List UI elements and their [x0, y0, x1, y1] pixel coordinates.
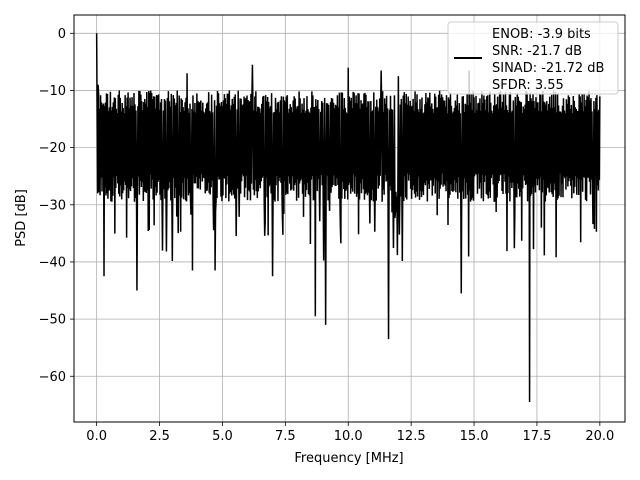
- y-tick-label: −40: [39, 255, 66, 270]
- x-tick-label: 2.5: [149, 429, 170, 444]
- psd-line: [95, 33, 601, 402]
- plot-frame: [73, 14, 626, 423]
- y-tick-label: −50: [39, 313, 66, 328]
- legend-box: [447, 21, 619, 95]
- y-axis-ticks: 0 −10 −20 −30 −40 −50 −60: [39, 27, 74, 385]
- y-axis-label: PSD [dB]: [14, 189, 29, 247]
- y-tick-label: −20: [39, 141, 66, 156]
- y-tick-label: −60: [39, 370, 66, 385]
- x-tick-label: 15.0: [460, 429, 489, 444]
- x-tick-label: 0.0: [86, 429, 107, 444]
- x-tick-label: 20.0: [585, 429, 614, 444]
- legend-text-sinad: SINAD: -21.72 dB: [492, 61, 604, 76]
- x-tick-label: 12.5: [397, 429, 426, 444]
- x-axis-label: Frequency [MHz]: [294, 451, 403, 466]
- y-tick-label: −10: [39, 84, 66, 99]
- y-tick-label: 0: [58, 27, 66, 42]
- legend-text-snr: SNR: -21.7 dB: [492, 44, 582, 59]
- legend-text-sfdr: SFDR: 3.55: [492, 78, 564, 93]
- psd-series: [95, 33, 601, 402]
- legend-text-enob: ENOB: -3.9 bits: [492, 27, 591, 42]
- x-tick-label: 17.5: [522, 429, 551, 444]
- x-tick-label: 10.0: [334, 429, 363, 444]
- x-axis-ticks: 0.0 2.5 5.0 7.5 10.0 12.5 15.0 17.5 20.0: [86, 422, 614, 444]
- x-tick-label: 7.5: [275, 429, 296, 444]
- legend: ENOB: -3.9 bits SNR: -21.7 dB SINAD: -21…: [447, 21, 619, 95]
- y-tick-label: −30: [39, 198, 66, 213]
- x-tick-label: 5.0: [212, 429, 233, 444]
